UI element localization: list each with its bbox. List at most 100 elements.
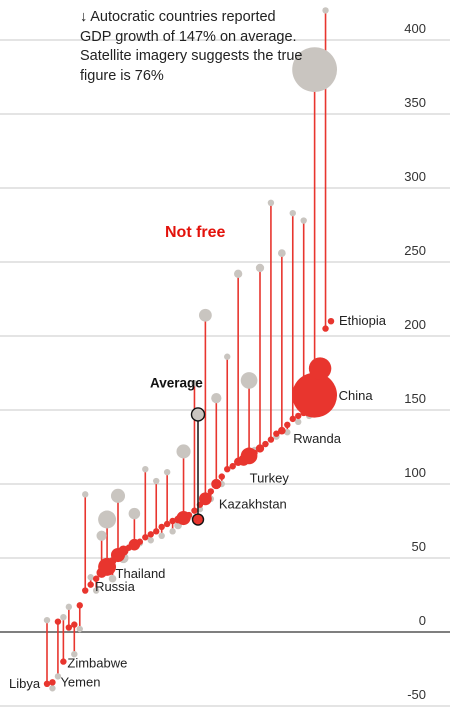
reported-point [60, 614, 67, 621]
satellite-point [43, 680, 51, 687]
satellite-point [308, 357, 332, 380]
satellite-point [191, 507, 198, 514]
country-label-thailand: Thailand [116, 566, 166, 581]
average-label: Average [150, 375, 203, 390]
y-tick-label: 200 [404, 317, 426, 332]
y-tick-label: 250 [404, 243, 426, 258]
reported-point [43, 616, 51, 624]
satellite-point [54, 618, 62, 625]
satellite-point [163, 520, 171, 528]
reported-point [96, 530, 107, 541]
satellite-point [251, 449, 258, 457]
satellite-point [71, 621, 78, 628]
reported-point [289, 209, 296, 217]
reported-point [322, 7, 329, 14]
category-label-not-free: Not free [165, 224, 226, 241]
satellite-point [218, 473, 225, 480]
reported-point [255, 263, 265, 273]
reported-point [292, 47, 338, 92]
reported-point [71, 651, 78, 658]
reported-point [211, 393, 222, 404]
average-marker: Average [150, 375, 206, 526]
y-tick-label: 150 [404, 391, 426, 406]
satellite-point [229, 463, 236, 470]
satellite-point [289, 415, 296, 423]
satellite-point [153, 528, 160, 535]
y-tick-label: 50 [412, 539, 426, 554]
satellite-point [267, 436, 275, 443]
reported-point [49, 685, 56, 692]
reported-point [284, 429, 291, 436]
satellite-point [198, 492, 212, 506]
y-tick-label: 0 [419, 613, 426, 628]
satellite-point [295, 412, 302, 420]
reported-point [233, 269, 243, 278]
reported-point [191, 380, 198, 387]
satellite-point [136, 538, 144, 545]
annotation-note: ↓ Autocratic countries reported GDP growt… [80, 8, 310, 86]
reported-point [92, 587, 100, 594]
satellite-point [255, 444, 265, 453]
satellite-point [278, 426, 286, 435]
satellite-point [224, 466, 231, 473]
satellite-point [82, 587, 89, 594]
satellite-point [142, 534, 149, 541]
satellite-point [65, 624, 73, 631]
reported-point [54, 673, 62, 680]
satellite-point [92, 575, 100, 582]
reported-point [267, 199, 275, 206]
satellite-point [322, 325, 329, 332]
country-label-china: China [339, 388, 374, 403]
reported-point [158, 532, 165, 539]
satellite-point [60, 658, 67, 665]
reported-point [153, 477, 160, 485]
satellite-point [76, 602, 83, 609]
satellite-point [273, 430, 280, 437]
country-label-turkey: Turkey [250, 470, 290, 485]
satellite-point [292, 372, 338, 418]
satellite-point [207, 488, 215, 495]
y-tick-label: 400 [404, 21, 426, 36]
country-label-kazakhstan: Kazakhstan [219, 496, 287, 511]
gridlines [0, 39, 450, 707]
reported-point [176, 444, 191, 459]
reported-point [295, 418, 302, 426]
reported-point [224, 353, 231, 360]
y-tick-label: 300 [404, 169, 426, 184]
average-reported-point [190, 407, 206, 422]
reported-point [82, 491, 89, 498]
data-points [43, 7, 338, 692]
reported-point [240, 372, 258, 389]
reported-point [76, 625, 83, 633]
satellite-point [262, 440, 269, 448]
y-tick-label: 100 [404, 465, 426, 480]
reported-point [198, 308, 212, 322]
reported-point [169, 528, 176, 535]
annotation-text: Autocratic countries reported GDP growth… [80, 9, 303, 84]
country-label-zimbabwe: Zimbabwe [67, 656, 127, 671]
country-label-ethiopia: Ethiopia [339, 313, 387, 328]
reported-point [87, 574, 94, 581]
country-label-russia: Russia [95, 579, 136, 594]
y-axis-ticks: 400 350 300 250 200 150 100 50 0 -50 [404, 21, 426, 702]
satellite-point [327, 318, 335, 325]
satellite-point [147, 531, 154, 538]
reported-point [98, 510, 117, 529]
reported-point [128, 507, 141, 520]
satellite-point [284, 421, 291, 428]
y-tick-label: 350 [404, 95, 426, 110]
average-satellite-point [191, 513, 205, 526]
reported-point [278, 249, 286, 257]
satellite-point [211, 478, 222, 490]
satellite-point [158, 523, 165, 531]
country-label-yemen: Yemen [60, 674, 100, 689]
satellite-point [185, 511, 193, 519]
reported-point [300, 217, 307, 224]
y-tick-label: -50 [407, 687, 426, 702]
reported-point [65, 603, 73, 611]
country-label-rwanda: Rwanda [293, 431, 341, 446]
reported-point [108, 574, 117, 583]
satellite-point [169, 517, 176, 525]
